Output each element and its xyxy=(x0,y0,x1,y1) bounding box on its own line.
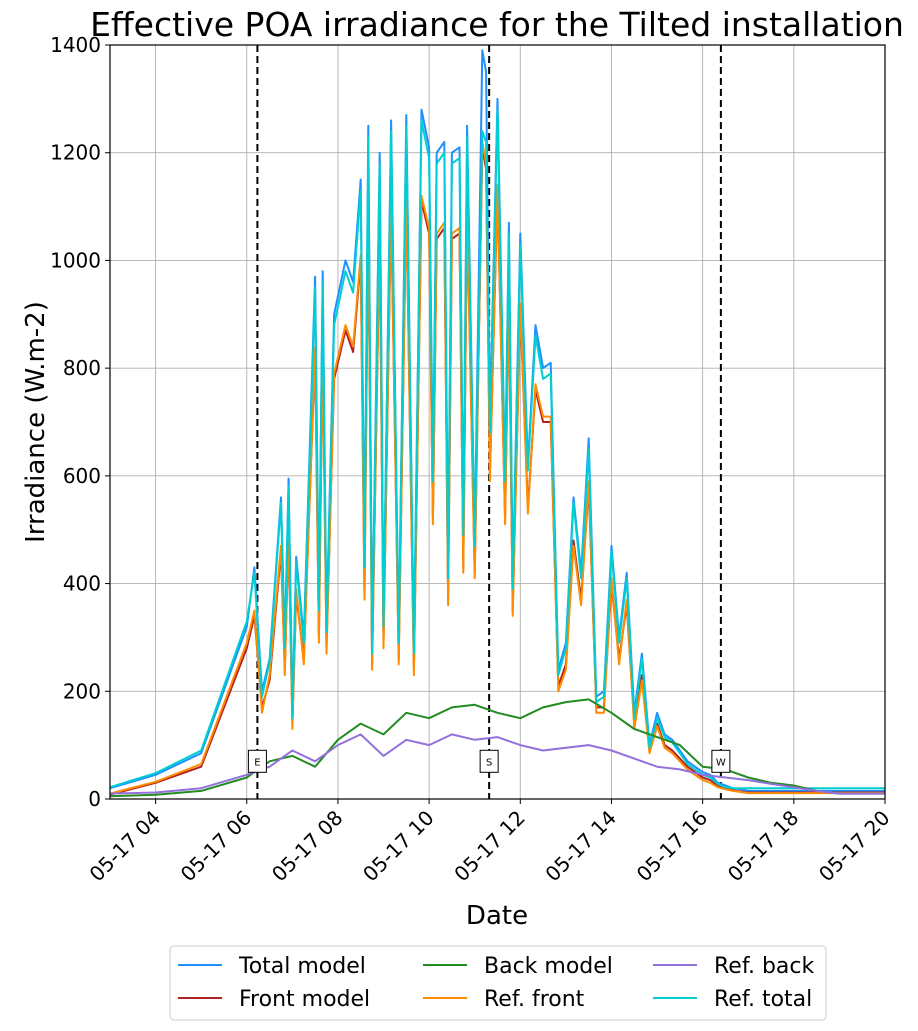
y-tick-label: 600 xyxy=(63,464,101,488)
legend-label-ref-front: Ref. front xyxy=(484,987,585,1012)
legend-label-total-model: Total model xyxy=(238,954,366,979)
y-tick-label: 1000 xyxy=(50,248,101,272)
y-tick-label: 800 xyxy=(63,356,101,380)
series-line-back-model xyxy=(109,698,885,798)
marker-box-s xyxy=(479,749,499,773)
marker-label-s: S xyxy=(486,757,492,768)
y-axis-ticks: 0 200 400 600 800 1000 1200 1400 xyxy=(50,33,110,811)
legend-label-back-model: Back model xyxy=(484,954,613,979)
legend: Total model Front model Back model Ref. fro… xyxy=(169,945,827,1021)
legend-label-ref-total: Ref. total xyxy=(714,987,812,1012)
marker-box-e xyxy=(247,749,267,773)
x-axis-title: Date xyxy=(466,901,528,931)
marker-label-w: W xyxy=(716,757,726,768)
marker-label-e: E xyxy=(254,757,260,768)
y-axis-title: Irradiance (W.m-2) xyxy=(21,301,51,543)
y-tick-label: 200 xyxy=(63,679,101,703)
legend-label-front-model: Front model xyxy=(239,987,370,1012)
series-line-ref-back xyxy=(109,733,885,795)
legend-label-ref-back: Ref. back xyxy=(714,954,815,979)
plot-frame xyxy=(109,44,886,800)
y-tick-label: 0 xyxy=(88,787,101,811)
series-line-ref-total xyxy=(109,108,885,790)
chart-title: Effective POA irradiance for the Tilted … xyxy=(90,5,904,44)
y-tick-label: 400 xyxy=(63,572,101,596)
marker-box-w xyxy=(711,749,731,773)
y-tick-label: 1200 xyxy=(50,141,101,165)
y-tick-label: 1400 xyxy=(50,33,101,57)
series-lines xyxy=(109,49,885,798)
